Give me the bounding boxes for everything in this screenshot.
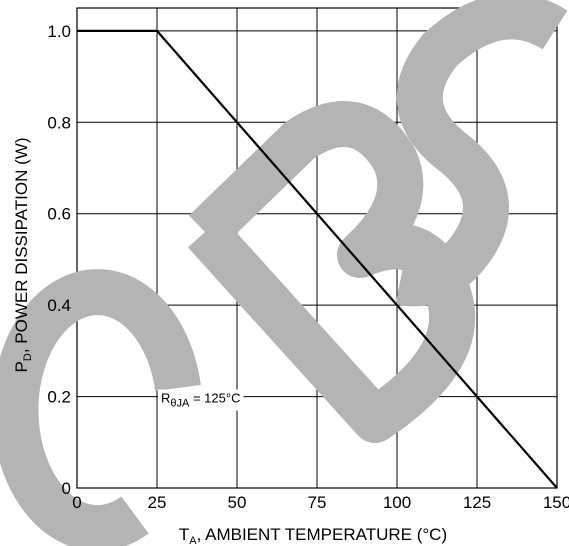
y-axis-title-symbol: P bbox=[12, 361, 31, 372]
y-tick-label: 1.0 bbox=[47, 22, 71, 41]
y-tick-label: 0.2 bbox=[47, 388, 71, 407]
x-tick-label: 50 bbox=[228, 493, 247, 512]
x-axis-title: TA, AMBIENT TEMPERATURE (°C) bbox=[179, 525, 447, 546]
x-tick-label: 0 bbox=[72, 493, 81, 512]
y-tick-label: 0.4 bbox=[47, 296, 71, 315]
y-tick-label: 0.8 bbox=[47, 113, 71, 132]
watermark-letter-b bbox=[187, 101, 476, 443]
x-tick-label: 25 bbox=[148, 493, 167, 512]
annotation-symbol: R bbox=[161, 391, 170, 406]
x-tick-labels: 0 25 50 75 100 125 150 bbox=[72, 493, 569, 512]
y-tick-label: 0 bbox=[62, 479, 71, 498]
x-axis-title-symbol: T bbox=[179, 525, 189, 544]
x-axis-title-subscript: A bbox=[189, 535, 197, 546]
x-tick-label: 100 bbox=[383, 493, 411, 512]
y-tick-label: 0.6 bbox=[47, 205, 71, 224]
annotation-value: = 125°C bbox=[189, 391, 240, 406]
x-tick-label: 75 bbox=[308, 493, 327, 512]
x-tick-label: 125 bbox=[463, 493, 491, 512]
watermark-letter-s bbox=[395, 0, 568, 307]
annotation-subscript: θJA bbox=[170, 398, 190, 410]
y-tick-labels: 0 0.2 0.4 0.6 0.8 1.0 bbox=[47, 22, 71, 498]
y-axis-title: PD, POWER DISSIPATION (W) bbox=[12, 138, 34, 373]
thermal-resistance-label: RθJA = 125°C bbox=[161, 391, 240, 410]
watermark-letter-o bbox=[0, 269, 201, 546]
y-axis-title-text: , POWER DISSIPATION (W) bbox=[12, 138, 31, 354]
annotation-background bbox=[158, 389, 244, 411]
y-axis-title-subscript: D bbox=[22, 353, 34, 361]
x-tick-label: 150 bbox=[543, 493, 569, 512]
series-line bbox=[77, 29, 558, 489]
x-axis-title-text: , AMBIENT TEMPERATURE (°C) bbox=[197, 525, 448, 544]
